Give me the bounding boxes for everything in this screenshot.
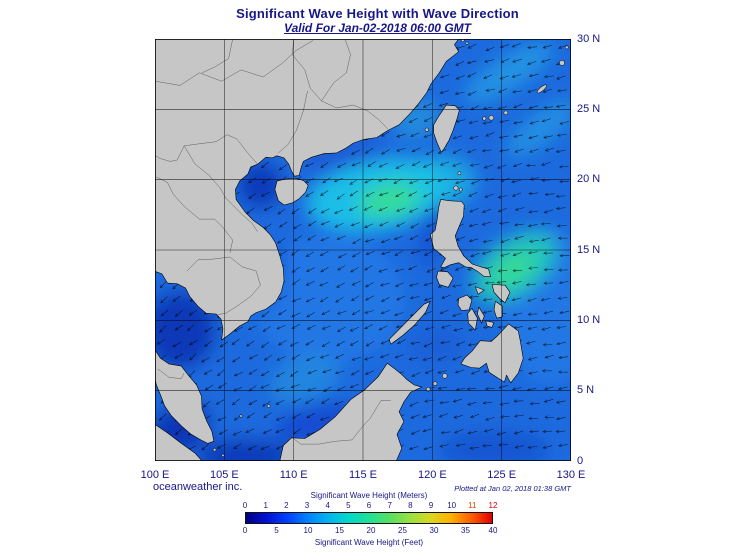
lat-tick-label: 30 N bbox=[577, 32, 601, 45]
political-borders bbox=[155, 39, 391, 445]
legend-meter-tick: 8 bbox=[408, 501, 413, 510]
map-canvas bbox=[155, 39, 571, 461]
legend-title-meters: Significant Wave Height (Meters) bbox=[310, 491, 428, 500]
grid-lines bbox=[155, 39, 571, 461]
legend-meter-tick: 9 bbox=[428, 501, 434, 510]
lat-tick-label: 20 N bbox=[577, 173, 601, 186]
lon-tick-label: 120 E bbox=[417, 469, 447, 481]
lon-tick-label: 100 E bbox=[140, 469, 170, 481]
legend-meter-tick: 5 bbox=[346, 501, 351, 510]
plotted-timestamp: Plotted at Jan 02, 2018 01:38 GMT bbox=[454, 484, 571, 493]
legend-meter-tick: 11 bbox=[468, 501, 477, 510]
legend-meter-tick: 6 bbox=[366, 501, 372, 510]
wave-map-svg bbox=[155, 39, 571, 461]
legend-meter-tick: 12 bbox=[488, 501, 498, 510]
legend-feet-tick: 20 bbox=[366, 526, 376, 535]
landmass bbox=[155, 39, 569, 461]
chart-valid-time: Valid For Jan-02-2018 06:00 GMT bbox=[284, 21, 471, 35]
lon-tick-label: 130 E bbox=[556, 469, 586, 481]
legend-colorbar bbox=[245, 512, 493, 524]
lon-tick-label: 115 E bbox=[349, 469, 377, 481]
chart-title: Significant Wave Height with Wave Direct… bbox=[236, 6, 519, 21]
lon-tick-label: 125 E bbox=[487, 469, 517, 481]
lat-tick-label: 15 N bbox=[577, 243, 601, 256]
legend-feet-tick: 0 bbox=[242, 526, 248, 535]
lat-tick-label: 5 N bbox=[577, 384, 595, 397]
legend-feet-tick: 35 bbox=[461, 526, 470, 535]
legend-meter-tick: 2 bbox=[284, 501, 289, 510]
legend-meter-tick: 0 bbox=[242, 501, 248, 510]
legend-feet-tick: 30 bbox=[429, 526, 439, 535]
credit-oceanweather: oceanweather inc. bbox=[153, 481, 243, 493]
lat-tick-label: 25 N bbox=[577, 102, 601, 115]
lat-tick-label: 10 N bbox=[577, 313, 601, 326]
legend-feet-tick: 10 bbox=[303, 526, 313, 535]
legend-feet-tick: 40 bbox=[488, 526, 498, 535]
legend-meter-tick: 4 bbox=[325, 501, 330, 510]
legend-meter-tick: 3 bbox=[304, 501, 310, 510]
legend-meter-tick: 10 bbox=[447, 501, 457, 510]
legend-meter-tick: 1 bbox=[263, 501, 268, 510]
lon-tick-label: 110 E bbox=[279, 469, 308, 481]
legend-feet-tick: 5 bbox=[274, 526, 279, 535]
lat-tick-label: 0 bbox=[577, 454, 584, 467]
legend-title-feet: Significant Wave Height (Feet) bbox=[314, 538, 424, 547]
legend-feet-tick: 25 bbox=[398, 526, 407, 535]
lon-tick-label: 105 E bbox=[209, 469, 239, 481]
legend-meter-tick: 7 bbox=[387, 501, 392, 510]
legend-feet-tick: 15 bbox=[335, 526, 344, 535]
